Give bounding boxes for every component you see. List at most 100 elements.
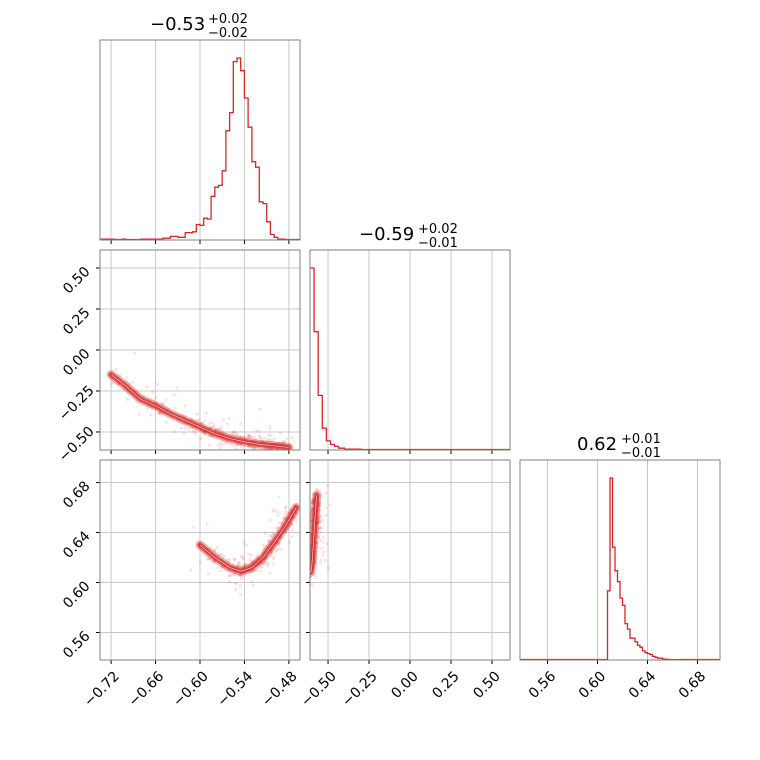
sample-point [219,552,223,556]
sample-point [317,519,321,523]
sample-point [237,562,241,566]
sample-point [282,517,286,521]
sample-point [219,425,223,429]
sample-point [322,550,326,554]
sample-point [289,522,294,526]
sample-point [236,432,240,436]
hist-bin-0-22 [230,113,234,240]
sample-point [271,562,275,566]
sample-point [282,516,287,521]
sample-point [239,554,243,558]
sample-point [207,443,211,447]
sample-point [164,420,168,424]
sample-point [317,518,322,523]
sample-point [257,429,262,433]
sample-point [228,574,232,578]
sample-point [232,558,236,562]
sample-point [221,418,226,422]
sample-point [280,536,284,540]
sample-point [310,501,314,506]
sample-point [199,436,203,440]
hist-bin-2-6 [620,598,623,660]
sample-point [267,539,271,543]
title-param-0-sup: +0.02 [208,12,248,27]
sample-point [314,561,318,565]
sample-point [316,546,320,550]
x-tick-label-1-1: −0.25 [339,668,381,710]
sample-point [151,390,155,395]
sample-point [277,521,281,525]
sample-point [227,417,231,421]
sample-point [328,503,332,507]
sample-point [267,433,271,437]
sample-point [202,419,207,423]
sample-point [302,549,305,552]
sample-point [249,437,253,441]
sample-point [219,568,223,573]
sample-point [279,521,283,525]
sample-point [255,569,259,573]
sample-point [252,446,256,450]
sample-point [266,469,269,472]
sample-point [269,554,273,558]
title-param-2-sub: −0.01 [621,446,661,461]
axes-frame [99,459,301,661]
axes-frame [99,39,301,241]
sample-point [249,570,254,574]
histogram-panel-2: 0.56 0.60 0.64 0.68 [519,459,721,702]
sample-point [247,433,251,438]
hist-bin-2-10 [630,638,633,660]
sample-point [263,532,268,536]
sample-point [216,565,220,570]
sample-point [157,411,161,416]
sample-point [192,525,196,529]
sample-point [242,564,246,568]
sample-point [310,498,315,502]
sample-point [218,553,222,558]
sample-point [271,508,275,512]
sample-point [317,528,321,532]
sample-point [219,428,223,432]
sample-point [310,583,314,587]
sample-point [125,375,129,380]
sample-point [269,433,273,438]
title-param-0-sub: −0.02 [208,26,248,41]
sample-point [319,493,323,497]
sample-point [249,435,253,439]
sample-point [226,441,230,445]
sample-point [304,538,307,541]
density-contour-core [310,494,317,573]
sample-point [251,583,255,588]
sample-point [192,429,196,433]
sample-point [223,568,227,572]
sample-point [232,430,236,434]
sample-point [257,434,261,438]
sample-point [212,424,216,428]
sample-point [238,584,242,588]
sample-point [227,558,232,562]
sample-point [109,381,114,386]
sample-point [294,513,299,517]
sample-point [315,541,319,545]
sample-point [94,373,97,376]
sample-point [241,557,245,561]
y-tick-label-2-2: 0.64 [60,528,93,561]
sample-point [283,513,287,517]
sample-point [319,546,324,550]
sample-point [318,530,322,534]
sample-point [242,540,246,545]
sample-point [270,450,273,453]
sample-point [232,573,236,577]
sample-point [307,543,310,546]
sample-point [207,422,211,426]
sample-point [218,446,222,450]
sample-point [195,412,199,416]
sample-point [173,407,177,411]
sample-point [270,535,275,539]
sample-point [208,434,212,438]
sample-point [316,534,320,538]
sample-point [227,574,231,578]
hist-bin-0-14 [200,225,204,240]
sample-point [306,542,309,545]
sample-point [161,402,165,406]
